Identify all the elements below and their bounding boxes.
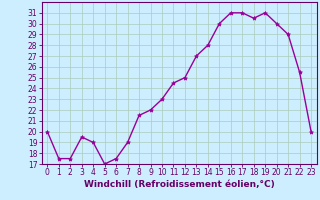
- X-axis label: Windchill (Refroidissement éolien,°C): Windchill (Refroidissement éolien,°C): [84, 180, 275, 189]
